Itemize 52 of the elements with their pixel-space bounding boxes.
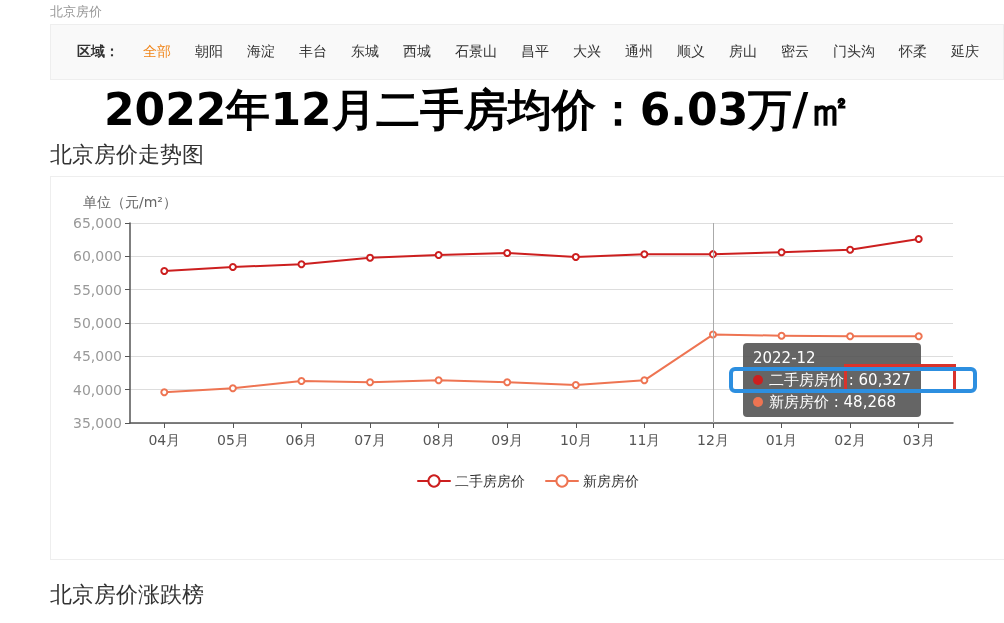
point xyxy=(640,376,649,385)
y-tick-label: 65,000 xyxy=(73,215,122,231)
x-tick-label: 01月 xyxy=(765,432,798,448)
point xyxy=(228,384,237,393)
y-tick-label: 50,000 xyxy=(73,315,122,331)
point xyxy=(366,378,375,387)
x-tick-label: 10月 xyxy=(559,432,592,448)
text: 北京房价 xyxy=(50,3,102,21)
point xyxy=(571,381,580,389)
text: 北京房价涨跌榜 xyxy=(50,581,204,609)
annotation: 新房房价 : 48,268 xyxy=(768,392,897,413)
y-axis-title: 单位（元/m²） xyxy=(83,194,177,210)
point xyxy=(228,263,237,271)
chart-title: 北京房价走势图 xyxy=(50,141,204,169)
x-tick-label: 11月 xyxy=(628,432,661,448)
y-tick-label: 55,000 xyxy=(73,281,122,298)
x-tick-label: 04月 xyxy=(148,432,181,448)
x-tick-label: 03月 xyxy=(902,432,935,448)
point xyxy=(777,248,786,257)
point xyxy=(571,253,580,261)
y-tick-label: 40,000 xyxy=(73,381,122,398)
point xyxy=(914,332,923,341)
x-tick-label: 12月 xyxy=(697,432,729,448)
legend-label: 二手房房价 xyxy=(455,473,525,489)
point xyxy=(846,332,855,341)
point xyxy=(160,388,169,397)
x-tick-label: 06月 xyxy=(285,432,318,448)
text: 2022年12月二手房均价：6.03万/㎡ xyxy=(104,84,853,136)
y-tick-label: 35,000 xyxy=(73,415,122,431)
x-tick-label: 07月 xyxy=(354,432,386,448)
point xyxy=(434,376,443,385)
point xyxy=(914,235,923,243)
x-tick-label: 09月 xyxy=(491,432,524,448)
y-tick-label: 45,000 xyxy=(73,348,122,365)
annotation: 2022-12 xyxy=(752,348,816,369)
x-tick-label: 05月 xyxy=(216,432,249,448)
point xyxy=(640,250,649,259)
point xyxy=(366,253,375,262)
point xyxy=(160,267,169,275)
point xyxy=(846,245,855,254)
point xyxy=(297,260,306,269)
y-tick-label: 60,000 xyxy=(73,248,122,265)
annotation: 二手房房价 : 60,327 xyxy=(768,370,912,391)
point xyxy=(503,249,512,257)
point xyxy=(503,378,512,387)
legend-label: 新房房价 xyxy=(583,473,639,489)
x-tick-label: 02月 xyxy=(834,432,867,448)
x-tick-label: 08月 xyxy=(422,432,455,448)
point xyxy=(434,251,443,259)
point xyxy=(297,377,306,385)
point xyxy=(777,331,786,340)
filter-panel: 区域： 全部 朝阳 海淀 丰台 东城 西城 石景山 昌平 大兴 通州 顺义 房山 密云 门头沟 怀柔 延庆 xyxy=(50,24,1004,80)
